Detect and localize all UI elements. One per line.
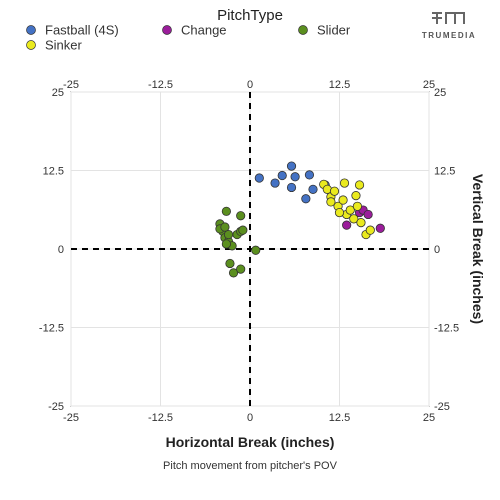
data-point <box>339 178 350 188</box>
x-tick-label-bottom: 0 <box>247 412 253 424</box>
data-point <box>308 184 318 194</box>
data-point <box>365 225 375 235</box>
data-point <box>345 205 355 215</box>
data-point <box>375 223 385 233</box>
data-point <box>251 245 261 255</box>
data-point <box>228 268 239 278</box>
legend-swatch <box>162 25 172 35</box>
legend-label: Sinker <box>45 38 83 53</box>
y-tick-label-left: -25 <box>48 401 64 413</box>
data-point <box>254 173 264 183</box>
data-point <box>363 209 373 220</box>
x-tick-label-bottom: 25 <box>423 412 435 424</box>
data-point <box>356 218 366 228</box>
legend-swatch <box>26 25 36 35</box>
x-tick-label-top: 12.5 <box>329 79 350 91</box>
chart-caption: Pitch movement from pitcher's POV <box>163 460 338 472</box>
legend-item: Sinker <box>26 38 83 53</box>
data-point <box>352 201 362 211</box>
series-sinker <box>319 178 375 240</box>
data-point <box>354 180 365 190</box>
data-point <box>277 170 287 181</box>
legend-item: Fastball (4S) <box>26 23 119 38</box>
data-points <box>215 161 385 278</box>
brand-name: TRUMEDIA <box>422 31 476 40</box>
legend-swatch <box>298 25 308 35</box>
data-point <box>326 197 336 207</box>
series-slider <box>215 206 261 278</box>
series-change <box>342 205 385 233</box>
data-point <box>351 191 361 201</box>
x-tick-label-bottom: -12.5 <box>148 412 173 424</box>
x-axis-title: Horizontal Break (inches) <box>166 434 335 450</box>
data-point <box>236 211 246 221</box>
legend-title: PitchType <box>217 7 283 24</box>
data-point <box>290 172 300 182</box>
x-tick-label-bottom: -25 <box>63 412 79 424</box>
data-point <box>342 220 352 230</box>
y-tick-label-left: 0 <box>58 244 64 256</box>
data-point <box>238 225 248 235</box>
x-tick-label-top: -25 <box>63 79 79 91</box>
x-tick-label-top: 0 <box>247 79 253 91</box>
data-point <box>220 222 230 232</box>
y-axis-title: Vertical Break (inches) <box>470 174 486 324</box>
legend-item: Change <box>162 23 227 38</box>
data-point <box>223 229 234 240</box>
y-tick-label-right: -25 <box>434 401 450 413</box>
y-tick-label-right: 0 <box>434 244 440 256</box>
data-point <box>304 170 315 180</box>
data-point <box>221 239 231 249</box>
data-point <box>221 206 231 216</box>
x-tick-label-bottom: 12.5 <box>329 412 350 424</box>
data-point <box>329 186 340 196</box>
data-point <box>334 207 345 218</box>
y-tick-label-right: 25 <box>434 87 446 99</box>
legend: Fastball (4S) Change Slider Sinker <box>26 23 351 53</box>
y-tick-label-right: 12.5 <box>434 166 455 178</box>
y-tick-label-left: -12.5 <box>39 323 64 335</box>
legend-label: Fastball (4S) <box>45 23 119 38</box>
y-tick-label-right: -12.5 <box>434 323 459 335</box>
legend-swatch <box>26 40 36 50</box>
data-point <box>301 194 311 204</box>
data-point <box>236 264 246 274</box>
x-tick-label-top: 25 <box>423 79 435 91</box>
tm-logo-icon <box>432 12 465 24</box>
y-tick-label-left: 12.5 <box>43 166 64 178</box>
data-point <box>349 214 359 224</box>
data-point <box>286 182 297 193</box>
x-tick-label-top: -12.5 <box>148 79 173 91</box>
data-point <box>338 195 348 205</box>
y-tick-label-left: 25 <box>52 87 64 99</box>
legend-label: Slider <box>317 23 351 38</box>
data-point <box>225 258 235 269</box>
legend-item: Slider <box>298 23 351 38</box>
legend-label: Change <box>181 23 227 38</box>
zero-lines <box>71 92 429 406</box>
data-point <box>286 161 297 171</box>
data-point <box>270 178 280 188</box>
